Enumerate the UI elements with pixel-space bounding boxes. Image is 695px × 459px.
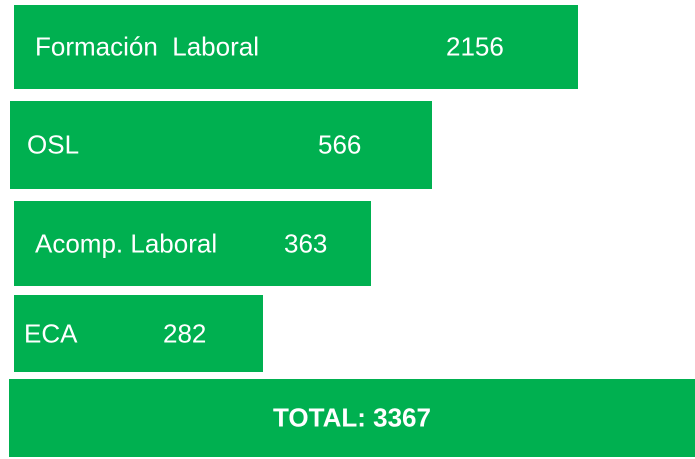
total-label: TOTAL: <box>273 402 366 433</box>
item-label: OSL <box>27 129 80 160</box>
item-box: OSL 566 <box>10 101 432 189</box>
item-value: 282 <box>163 318 207 348</box>
item-box: Formación Laboral 2156 <box>14 5 578 89</box>
item-box: ECA 282 <box>14 295 263 372</box>
item-value: 566 <box>318 129 362 160</box>
item-label: Acomp. Laboral <box>35 228 218 258</box>
item-label: Formación Laboral <box>35 31 259 62</box>
item-label: ECA <box>24 318 78 348</box>
total-value: 3367 <box>373 402 431 433</box>
item-value: 363 <box>284 228 328 258</box>
total-line: TOTAL: 3367 <box>9 403 695 434</box>
item-value: 2156 <box>446 31 504 62</box>
item-box: Acomp. Laboral 363 <box>14 201 371 286</box>
total-box: TOTAL: 3367 <box>9 379 695 457</box>
